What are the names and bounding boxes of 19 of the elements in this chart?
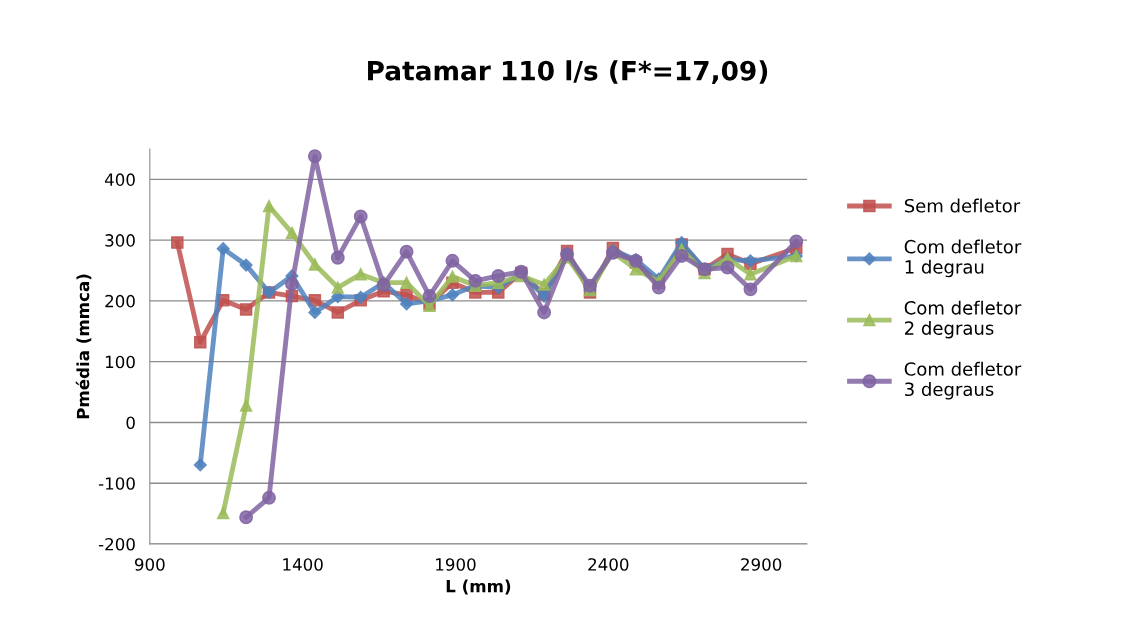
- legend-label: Com defletor 2 degraus: [904, 300, 1022, 339]
- y-tick-label: 200: [105, 294, 135, 308]
- y-tick-label: -200: [98, 537, 135, 551]
- y-tick-label: 400: [104, 173, 135, 186]
- x-tick-label: 900: [134, 558, 165, 571]
- y-tick-label: 100: [105, 355, 135, 369]
- x-axis-title: L (mm): [446, 579, 511, 595]
- x-tick-label: 2400: [588, 558, 629, 571]
- legend-label: Sem defletor: [904, 198, 1021, 213]
- x-tick-label: 1400: [283, 558, 323, 571]
- legend-label: Com defletor 3 degraus: [904, 361, 1022, 400]
- x-tick-label: 2900: [741, 558, 782, 571]
- chart-title: Patamar 110 l/s (F*=17,09): [368, 60, 768, 85]
- legend-label: Com defletor 1 degrau: [904, 239, 1022, 278]
- y-axis-title: Pmédia (mmca): [75, 274, 92, 419]
- x-tick-label: 1900: [436, 558, 476, 571]
- y-tick-label: 300: [105, 234, 135, 247]
- y-tick-label: 0: [126, 416, 135, 430]
- y-tick-label: -100: [98, 477, 135, 490]
